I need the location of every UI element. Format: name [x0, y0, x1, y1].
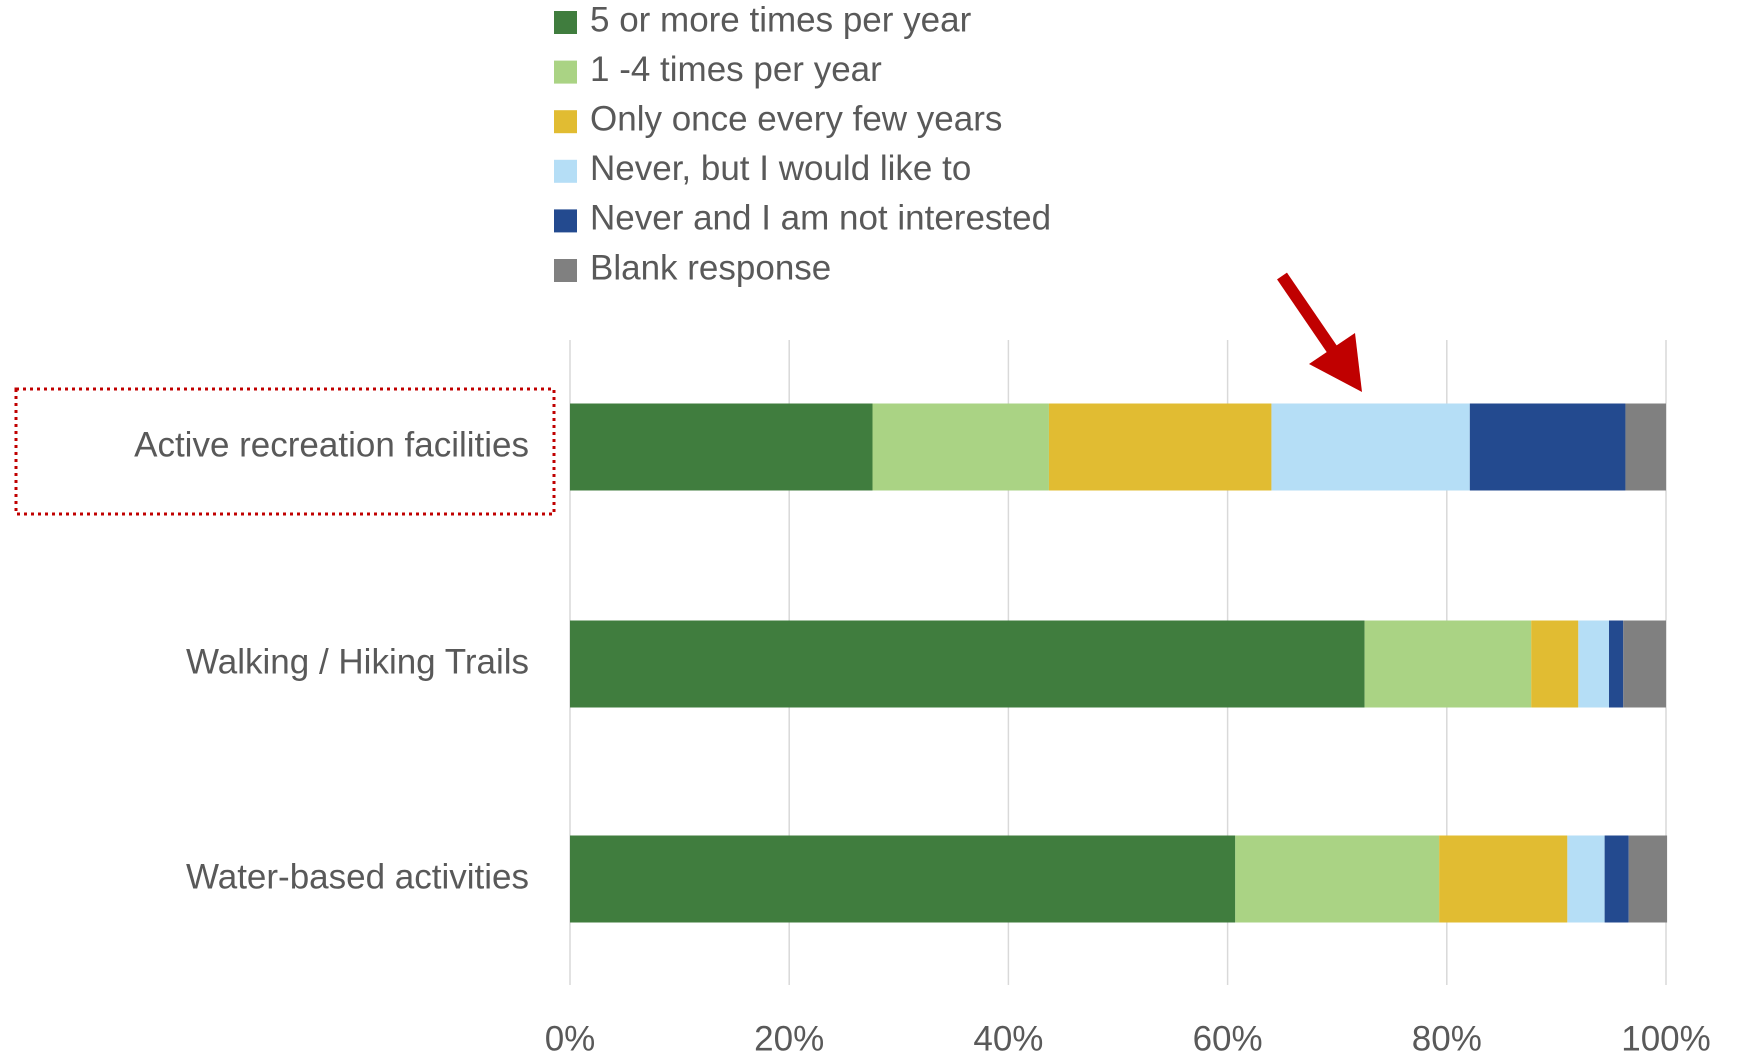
legend-swatch [554, 159, 577, 183]
bar-segment [1364, 620, 1532, 708]
legend-label: 5 or more times per year [590, 0, 972, 39]
legend-swatch [554, 110, 577, 134]
x-tick-label: 40% [973, 1019, 1043, 1053]
bar-segment [1625, 403, 1666, 491]
y-tick-label: Water-based activities [186, 857, 529, 896]
x-tick-label: 0% [545, 1019, 596, 1053]
legend-swatch [554, 259, 577, 282]
x-tick-label: 60% [1193, 1019, 1263, 1053]
legend-swatch [554, 60, 577, 84]
bar-segment [1235, 835, 1440, 923]
arrow [1277, 272, 1362, 392]
x-tick-label: 20% [754, 1019, 824, 1053]
legend-label: Never, but I would like to [590, 149, 971, 188]
legend-label: Only once every few years [590, 99, 1002, 138]
legend-swatch [554, 11, 577, 34]
legend-label: 1 -4 times per year [590, 50, 882, 89]
x-tick-label: 80% [1412, 1019, 1482, 1053]
bar-segment [1439, 835, 1568, 923]
y-tick-label: Walking / Hiking Trails [186, 642, 529, 681]
bar-segment [1628, 835, 1668, 923]
bar-segment [1578, 620, 1610, 708]
y-tick-label: Active recreation facilities [134, 425, 529, 464]
bar-segment [1567, 835, 1605, 923]
bar-segment [570, 403, 873, 491]
bar-segment [1469, 403, 1626, 491]
bar-segment [1531, 620, 1579, 708]
bar-segment [872, 403, 1049, 491]
bar-segment [1623, 620, 1666, 708]
legend-swatch [554, 209, 577, 233]
bar-segment [1271, 403, 1470, 491]
bar-segment [570, 835, 1236, 923]
bar-segment [1609, 620, 1624, 708]
bar-segment [1048, 403, 1272, 491]
legend-label: Never and I am not interested [590, 199, 1051, 238]
x-tick-label: 100% [1621, 1019, 1711, 1053]
bar-segment [570, 620, 1365, 708]
highlight-box [14, 387, 556, 516]
legend-label: Blank response [590, 248, 831, 287]
bar-segment [1604, 835, 1629, 923]
